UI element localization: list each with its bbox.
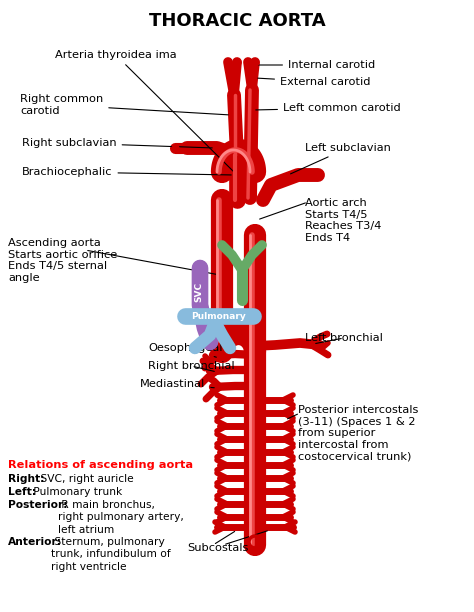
Text: Anterior:: Anterior:: [8, 537, 62, 547]
Text: Aortic arch
Starts T4/5
Reaches T3/4
Ends T4: Aortic arch Starts T4/5 Reaches T3/4 End…: [305, 198, 382, 243]
Text: Left common carotid: Left common carotid: [256, 103, 401, 113]
Text: SVC, right auricle: SVC, right auricle: [37, 474, 134, 484]
Text: Oesophageal: Oesophageal: [148, 343, 222, 357]
Text: Posterior:: Posterior:: [8, 500, 67, 510]
Text: Brachiocephalic: Brachiocephalic: [22, 167, 231, 177]
Text: Ascending aorta
Starts aortic orifice
Ends T4/5 sternal
angle: Ascending aorta Starts aortic orifice En…: [8, 238, 117, 283]
Text: Subcostals: Subcostals: [187, 543, 249, 553]
Text: Right common
carotid: Right common carotid: [20, 94, 228, 116]
Text: Arteria thyroidea ima: Arteria thyroidea ima: [55, 50, 235, 173]
Text: Right:: Right:: [8, 474, 45, 484]
Text: Internal carotid: Internal carotid: [258, 60, 375, 70]
Text: Relations of ascending aorta: Relations of ascending aorta: [8, 460, 193, 470]
Text: Left subclavian: Left subclavian: [291, 143, 391, 174]
Text: SVC: SVC: [194, 282, 203, 302]
Text: Left:: Left:: [8, 487, 36, 497]
Text: Pulmonary: Pulmonary: [191, 312, 246, 321]
Text: THORACIC AORTA: THORACIC AORTA: [149, 12, 325, 30]
Text: Posterior intercostals
(3-11) (Spaces 1 & 2
from superior
intercostal from
costo: Posterior intercostals (3-11) (Spaces 1 …: [298, 405, 419, 461]
Text: Left bronchial: Left bronchial: [305, 333, 383, 343]
Text: Pulmonary trunk: Pulmonary trunk: [30, 487, 122, 497]
Text: Right bronchial: Right bronchial: [148, 361, 235, 371]
Text: Sternum, pulmonary
trunk, infundibulum of
right ventricle: Sternum, pulmonary trunk, infundibulum o…: [51, 537, 171, 572]
Text: Right subclavian: Right subclavian: [22, 138, 212, 148]
Text: External carotid: External carotid: [258, 77, 371, 87]
Text: R main bronchus,
right pulmonary artery,
left atrium: R main bronchus, right pulmonary artery,…: [58, 500, 184, 535]
Text: Mediastinal: Mediastinal: [140, 379, 214, 389]
